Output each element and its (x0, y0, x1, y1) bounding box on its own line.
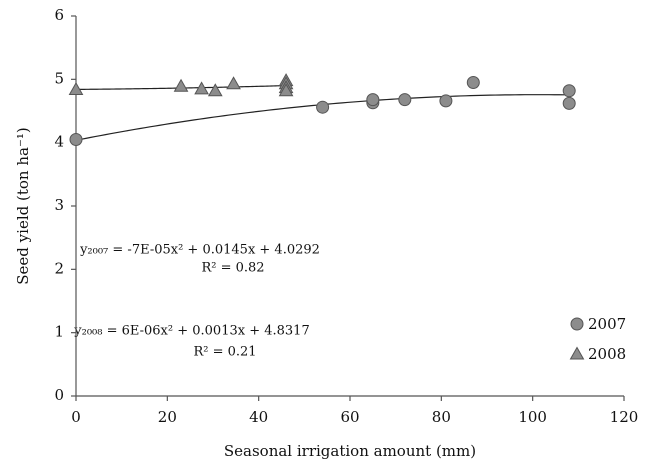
x-tick-label: 40 (249, 408, 268, 426)
data-point (466, 76, 480, 89)
data-point (69, 133, 83, 146)
x-axis-label: Seasonal irrigation amount (mm) (224, 442, 476, 460)
equation: y₂₀₀₈ = 6E-06x² + 0.0013x + 4.8317 (73, 324, 309, 339)
data-point (562, 84, 576, 98)
y-tick-label: 5 (54, 69, 64, 87)
data-point (194, 81, 209, 95)
y-tick-label: 3 (54, 196, 64, 214)
data-point (278, 83, 294, 97)
data-point (316, 100, 330, 114)
r-squared: R² = 0.21 (193, 345, 256, 360)
equation: y₂₀₀₇ = -7E-05x² + 0.0145x + 4.0292 (79, 243, 320, 258)
x-tick-label: 60 (340, 408, 359, 426)
x-tick-label: 20 (158, 408, 177, 426)
r-squared: R² = 0.82 (201, 261, 264, 276)
x-tick-label: 100 (518, 408, 547, 426)
legend-marker (570, 317, 584, 331)
x-tick-label: 120 (610, 408, 639, 426)
data-point (207, 83, 223, 97)
y-axis-label: Seed yield (ton ha⁻¹) (14, 127, 32, 284)
data-point (226, 76, 241, 90)
y-tick-label: 0 (54, 386, 64, 404)
legend-marker (569, 346, 585, 360)
legend-label: 2007 (588, 315, 626, 333)
data-point (173, 78, 189, 92)
y-tick-label: 6 (54, 6, 64, 24)
x-tick-label: 0 (71, 408, 81, 426)
data-point (68, 81, 84, 95)
data-point (562, 96, 576, 110)
data-point (398, 93, 412, 107)
y-tick-label: 1 (54, 323, 64, 341)
x-tick-label: 80 (432, 408, 451, 426)
legend-label: 2008 (588, 345, 626, 363)
data-point (366, 93, 380, 107)
y-tick-label: 4 (54, 133, 64, 151)
data-point (439, 94, 453, 108)
y-tick-label: 2 (54, 259, 64, 277)
